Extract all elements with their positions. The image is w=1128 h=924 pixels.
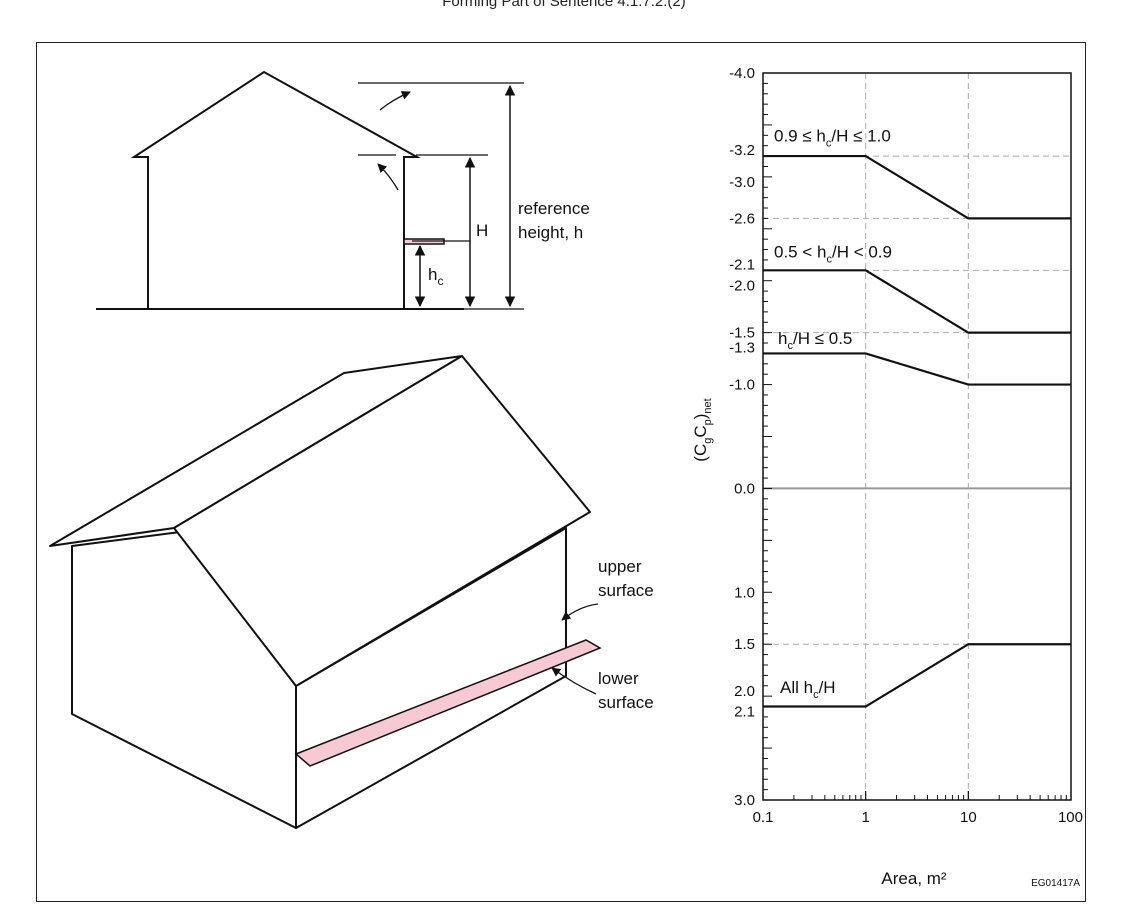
y-tick-label: -2.0 [729, 278, 755, 295]
y-tick-label: -1.5 [729, 325, 755, 342]
curve-label-4: All hc/H [780, 678, 836, 701]
roof-arrow-lower [377, 163, 399, 191]
y-tick-label: -4.0 [729, 65, 755, 82]
y-tick-label: -3.0 [729, 174, 755, 191]
roof-arrow-upper [379, 91, 411, 111]
x-tick-label: 1 [861, 809, 869, 826]
y-tick-label: 0.0 [734, 480, 755, 497]
x-tick-label: 10 [960, 809, 977, 826]
figure-frame [36, 42, 1086, 902]
isometric-drawing [49, 355, 591, 829]
house-outline [130, 70, 421, 309]
reference-label-1: reference [518, 199, 590, 218]
cpnet-chart: -4.0 -3.2 -3.0 -2.6 -2.1 -2.0 -1.5-1.3 -1.0 0.0 1… [729, 65, 1083, 826]
series-line-2 [763, 269, 1071, 334]
iso-canopy [294, 639, 602, 767]
curve-label-3: hc/H ≤ 0.5 [778, 329, 852, 352]
y-tick-label: 2.1 [734, 704, 755, 721]
H-label: H [476, 221, 488, 240]
hc-label: hc [428, 265, 443, 288]
reference-label-2: height, h [518, 223, 583, 242]
y-tick-label: 1.5 [734, 636, 755, 653]
chart-ylabel: (CgCp)net [691, 398, 714, 461]
y-tick-label: 2.0 [734, 683, 755, 700]
upper-label-2: surface [598, 581, 654, 600]
y-tick-label: -3.2 [729, 142, 755, 159]
lower-label-1: lower [598, 669, 639, 688]
y-tick-label: -1.3 [729, 339, 755, 356]
page-header: Forming Part of Sentence 4.1.7.2.(2) [442, 0, 686, 10]
y-tick-label: -2.1 [729, 256, 755, 273]
y-tick-label: -1.0 [729, 377, 755, 394]
y-tick-label: 1.0 [734, 584, 755, 601]
upper-label-1: upper [598, 557, 642, 576]
lower-label-2: surface [598, 693, 654, 712]
y-tick-label: -2.6 [729, 210, 755, 227]
x-tick-label: 0.1 [753, 809, 774, 826]
series-line-1 [763, 154, 1071, 220]
series-line-3 [763, 352, 1071, 386]
x-tick-label: 100 [1058, 809, 1083, 826]
lower-arrow [551, 667, 597, 695]
series-line-4 [763, 643, 1071, 708]
figure-code: EG01417A [1031, 878, 1080, 889]
curve-label-1: 0.9 ≤ hc/H ≤ 1.0 [774, 126, 891, 149]
chart-xlabel: Area, m² [881, 869, 947, 888]
y-tick-label: 3.0 [734, 792, 755, 809]
curve-label-2: 0.5 < hc/H < 0.9 [774, 243, 892, 266]
upper-arrow [561, 603, 599, 621]
elevation-drawing [96, 70, 524, 310]
